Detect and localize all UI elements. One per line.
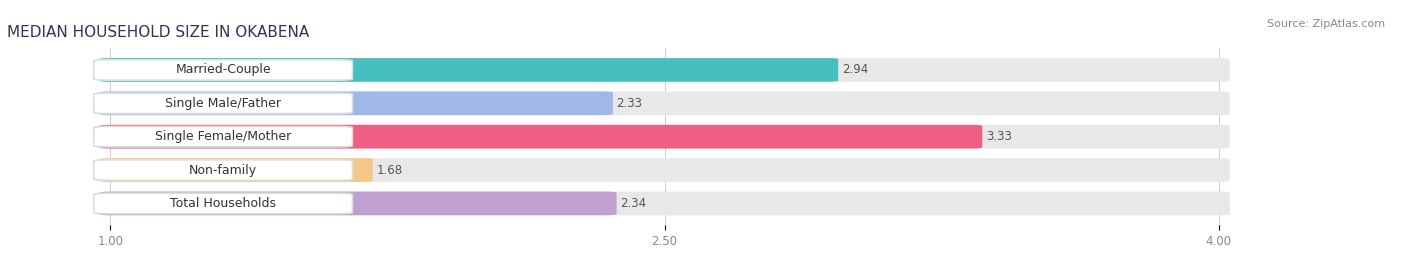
FancyBboxPatch shape: [100, 192, 617, 215]
Text: 2.33: 2.33: [617, 97, 643, 110]
FancyBboxPatch shape: [100, 58, 838, 82]
Text: Total Households: Total Households: [170, 197, 276, 210]
Text: MEDIAN HOUSEHOLD SIZE IN OKABENA: MEDIAN HOUSEHOLD SIZE IN OKABENA: [7, 25, 309, 40]
Text: 2.34: 2.34: [620, 197, 647, 210]
FancyBboxPatch shape: [100, 125, 1230, 148]
Text: Single Male/Father: Single Male/Father: [165, 97, 281, 110]
FancyBboxPatch shape: [94, 60, 353, 80]
Text: 1.68: 1.68: [377, 163, 402, 177]
FancyBboxPatch shape: [94, 193, 353, 214]
FancyBboxPatch shape: [94, 160, 353, 180]
FancyBboxPatch shape: [100, 91, 613, 115]
FancyBboxPatch shape: [100, 192, 1230, 215]
FancyBboxPatch shape: [94, 93, 353, 114]
Text: 2.94: 2.94: [842, 64, 868, 76]
FancyBboxPatch shape: [100, 158, 373, 182]
FancyBboxPatch shape: [94, 126, 353, 147]
FancyBboxPatch shape: [100, 91, 1230, 115]
Text: 3.33: 3.33: [986, 130, 1012, 143]
FancyBboxPatch shape: [100, 125, 983, 148]
Text: Single Female/Mother: Single Female/Mother: [155, 130, 291, 143]
Text: Source: ZipAtlas.com: Source: ZipAtlas.com: [1267, 19, 1385, 29]
Text: Non-family: Non-family: [188, 163, 257, 177]
FancyBboxPatch shape: [100, 58, 1230, 82]
Text: Married-Couple: Married-Couple: [176, 64, 271, 76]
FancyBboxPatch shape: [100, 158, 1230, 182]
